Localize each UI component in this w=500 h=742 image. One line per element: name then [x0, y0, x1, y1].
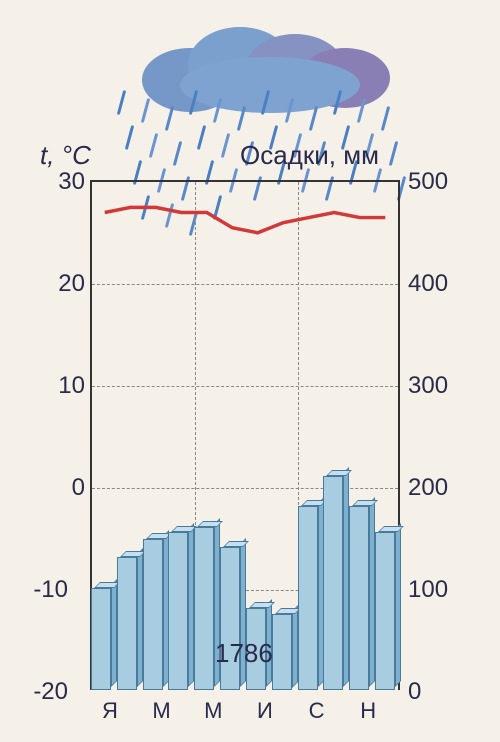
left-tick: 30: [35, 168, 85, 196]
rain-drop: [197, 125, 206, 150]
right-axis-label: Осадки, мм: [240, 140, 379, 171]
rain-drop: [309, 106, 318, 131]
rain-drop: [173, 141, 182, 166]
month-label: Н: [353, 698, 383, 724]
bar: [117, 551, 143, 690]
rain-drop: [357, 98, 366, 123]
right-tick: 400: [408, 270, 468, 298]
left-tick: 10: [35, 372, 85, 400]
rain-drop: [117, 90, 126, 115]
left-axis-label: t, °C: [40, 140, 91, 171]
bar: [298, 500, 324, 690]
climate-chart: t, °C Осадки, мм 30 20 10 0 -10 -20 500 …: [30, 20, 470, 720]
rain-drop: [149, 133, 158, 158]
right-tick: 500: [408, 168, 468, 196]
right-tick: 100: [408, 576, 468, 604]
right-tick: 200: [408, 474, 468, 502]
rain-drop: [141, 98, 150, 123]
right-tick: 300: [408, 372, 468, 400]
bar: [323, 470, 349, 690]
rain-drop: [333, 90, 342, 115]
rain-drop: [213, 98, 222, 123]
rain-drop: [261, 90, 270, 115]
left-tick: -10: [18, 576, 68, 604]
rain-drop: [389, 141, 398, 166]
month-label: С: [302, 698, 332, 724]
left-tick: -20: [18, 678, 68, 706]
rain-drop: [125, 125, 134, 150]
rain-drop: [381, 106, 390, 131]
precipitation-total: 1786: [215, 638, 273, 669]
bar: [272, 608, 298, 691]
month-label: Я: [95, 698, 125, 724]
rain-drop: [221, 133, 230, 158]
bar: [168, 526, 194, 690]
month-label: М: [147, 698, 177, 724]
left-tick: 0: [35, 474, 85, 502]
bar: [375, 526, 401, 690]
month-label: И: [250, 698, 280, 724]
precipitation-bars: [90, 180, 400, 690]
bar: [349, 500, 375, 690]
bar: [91, 582, 117, 690]
rain-drop: [237, 106, 246, 131]
rain-drop: [285, 98, 294, 123]
bar: [143, 533, 169, 690]
rain-drop: [189, 90, 198, 115]
left-tick: 20: [35, 270, 85, 298]
rain-drop: [165, 106, 174, 131]
right-tick: 0: [408, 678, 468, 706]
month-label: М: [198, 698, 228, 724]
